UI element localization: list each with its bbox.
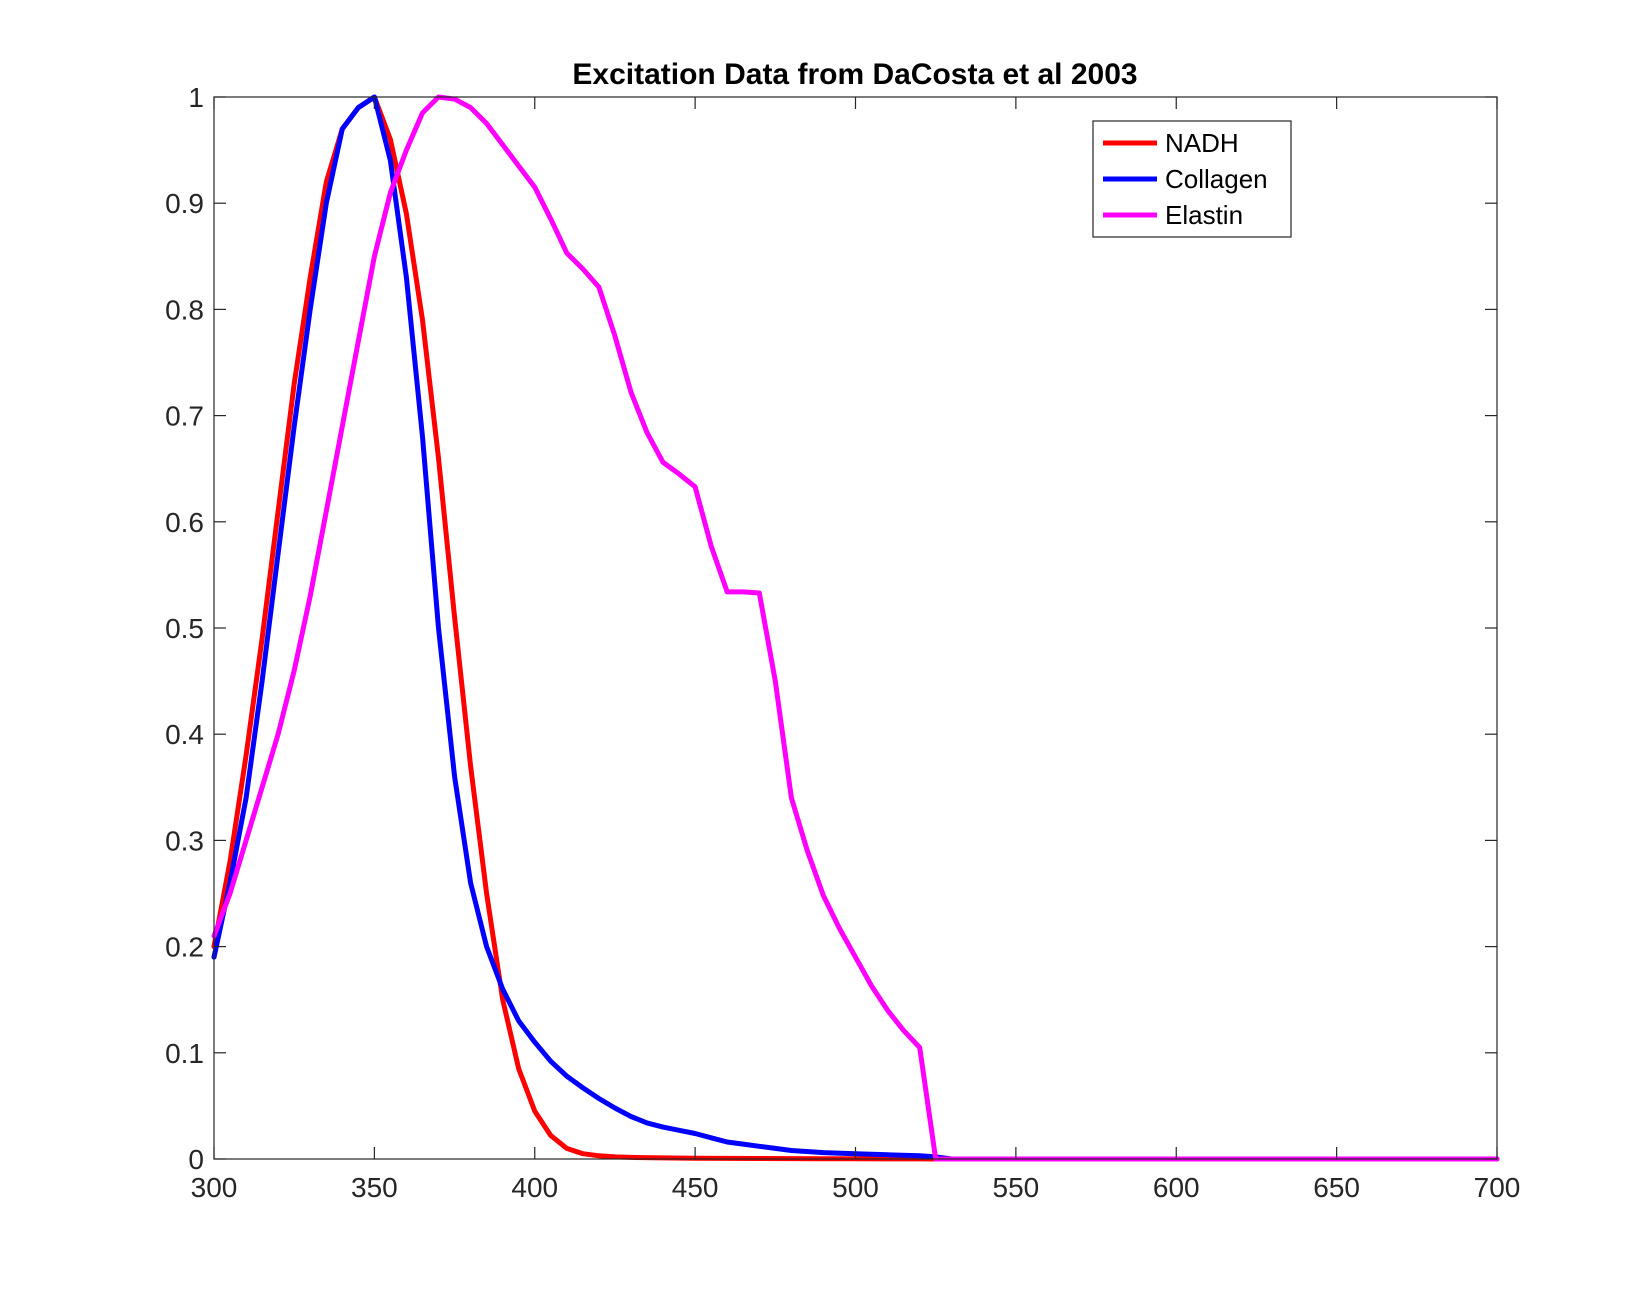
legend-label-elastin: Elastin <box>1165 200 1243 230</box>
x-tick-label: 450 <box>672 1172 719 1203</box>
legend-label-collagen: Collagen <box>1165 164 1268 194</box>
x-tick-label: 550 <box>993 1172 1040 1203</box>
y-tick-label: 0.7 <box>165 401 204 432</box>
series-line-collagen <box>211 94 1500 1162</box>
y-tick-label: 0.9 <box>165 188 204 219</box>
plot-area <box>214 97 1497 1159</box>
y-tick-label: 0.6 <box>165 507 204 538</box>
y-tick-label: 0.8 <box>165 294 204 325</box>
axes-background <box>214 97 1497 1159</box>
y-tick-label: 0 <box>188 1144 204 1175</box>
series-line-elastin <box>211 94 1500 1162</box>
x-tick-label: 650 <box>1313 1172 1360 1203</box>
x-tick-label: 300 <box>191 1172 238 1203</box>
x-tick-label: 350 <box>351 1172 398 1203</box>
x-tick-label: 400 <box>511 1172 558 1203</box>
y-tick-label: 0.1 <box>165 1038 204 1069</box>
y-tick-label: 0.4 <box>165 719 204 750</box>
x-tick-label: 600 <box>1153 1172 1200 1203</box>
y-tick-label: 1 <box>188 82 204 113</box>
x-tick-label: 700 <box>1474 1172 1521 1203</box>
y-tick-label: 0.2 <box>165 932 204 963</box>
y-tick-label: 0.3 <box>165 825 204 856</box>
y-tick-label: 0.5 <box>165 613 204 644</box>
legend-label-nadh: NADH <box>1165 128 1239 158</box>
axes-layer: 300 350 400 450 500 550 600 650 700 0 0.1 0.2 0.3 0.4… <box>165 82 1520 1203</box>
chart-title: Excitation Data from DaCosta et al 2003 <box>572 58 1137 91</box>
legend: NADH Collagen Elastin <box>1092 120 1292 238</box>
x-tick-label: 500 <box>832 1172 879 1203</box>
